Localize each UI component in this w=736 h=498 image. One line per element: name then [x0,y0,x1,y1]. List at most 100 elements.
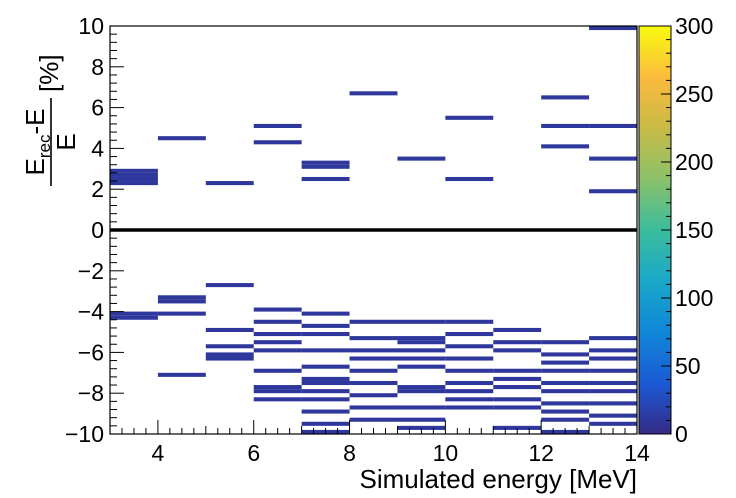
heatmap-cell [445,397,494,402]
heatmap-cell [253,385,302,390]
heatmap-cell [589,380,637,386]
x-tick-label: 12 [528,440,554,466]
heatmap-cell [589,368,637,373]
heatmap-cell [253,368,302,373]
heatmap-cell [157,299,206,304]
y-tick-label: 10 [78,13,104,39]
x-tick-label: 10 [433,440,459,466]
y-tick-label: −6 [78,339,104,365]
heatmap-cell [589,348,637,353]
heatmap-cell [205,327,254,332]
heatmap-cells [110,26,637,434]
svg-text:Erec-E: Erec-E [20,109,54,176]
heatmap-cell [301,332,350,337]
heatmap-cell [493,376,542,381]
heatmap-cell [110,176,158,182]
heatmap-cell [445,319,494,324]
colorbar-tick-label: 100 [675,285,713,311]
y-title-num-main: E [20,158,50,175]
heatmap-cell [445,356,494,361]
heatmap-cell [253,140,302,145]
heatmap-cell [589,421,637,426]
heatmap-cell [541,368,590,373]
colorbar-tick-label: 50 [675,353,701,379]
heatmap-cell [397,356,446,361]
heatmap-cell [301,160,350,165]
heatmap-cell [349,356,398,361]
heatmap-cell [541,123,590,128]
y-tick-label: −8 [78,380,104,406]
y-title-num-tail: -E [20,109,50,135]
heatmap-cell [157,311,206,316]
y-tick-label: −10 [65,421,104,447]
heatmap-cell [397,348,446,353]
heatmap-cell [253,389,302,394]
y-tick-label: −2 [78,258,104,284]
heatmap-cell [445,332,494,337]
heatmap-cell [349,417,398,422]
heatmap-cell [157,372,206,377]
heatmap-cell [253,123,302,128]
heatmap-cell [541,352,590,357]
x-tick-label: 6 [247,440,260,466]
heatmap-cell [397,340,446,345]
heatmap-cell [445,176,494,182]
heatmap-cell [253,340,302,345]
heatmap-cell [589,123,637,128]
heatmap-cell [301,164,350,169]
y-tick-label: 8 [91,54,104,80]
heatmap-cell [397,389,446,394]
heatmap-cell [445,368,494,373]
heatmap-cell [493,385,542,390]
x-axis-ticks: 4 6 8 10 12 14 [109,420,650,466]
heatmap-cell [589,156,637,161]
heatmap-cell [301,421,350,426]
heatmap-cell [397,405,446,410]
heatmap-cell [301,409,350,414]
heatmap-cell [253,397,302,402]
heatmap-cell [541,340,590,345]
heatmap-cell [445,344,494,349]
heatmap-cell [205,344,254,349]
y-tick-label: 4 [91,135,104,161]
heatmap-cell [397,417,446,422]
heatmap-cell [349,368,398,373]
colorbar: 300 250 200 150 100 50 0 [638,13,713,447]
colorbar-tick-label: 150 [675,217,713,243]
heatmap-cell [157,136,206,141]
heatmap-cell [301,380,350,386]
y-title-num-sub: rec [35,134,54,158]
heatmap-cell [589,336,637,341]
heatmap-cell [301,389,350,394]
colorbar-tick-label: 0 [675,421,688,447]
colorbar-tick-label: 300 [675,13,713,39]
heatmap-cell [110,172,158,177]
heatmap-cell [541,95,590,100]
heatmap-cell [301,323,350,328]
x-tick-label: 4 [152,440,165,466]
y-axis-ticks: 10 8 6 4 2 0 −2 −4 −6 −8 −10 [65,13,124,447]
heatmap-cell [541,389,590,394]
heatmap-cell [589,389,637,394]
heatmap-cell [589,356,637,361]
heatmap-cell [493,397,542,402]
y-tick-label: −4 [78,299,104,325]
heatmap-cell [541,144,590,149]
heatmap-cell [349,91,398,96]
heatmap-cell [589,26,637,31]
y-title-denominator: E [51,133,81,150]
colorbar-tick-label: 250 [675,81,713,107]
heatmap-cell [493,348,542,353]
heatmap-cell [589,189,637,194]
heatmap-cell [110,311,158,316]
heatmap-cell [397,425,446,430]
heatmap-cell [445,389,494,394]
heatmap-cell [493,425,542,430]
heatmap-cell [301,348,350,353]
heatmap-cell [541,401,590,406]
heatmap-cell [110,315,158,320]
heatmap-cell [397,319,446,324]
heatmap-cell [541,417,590,422]
heatmap-cell [205,352,254,357]
heatmap-cell [397,156,446,161]
